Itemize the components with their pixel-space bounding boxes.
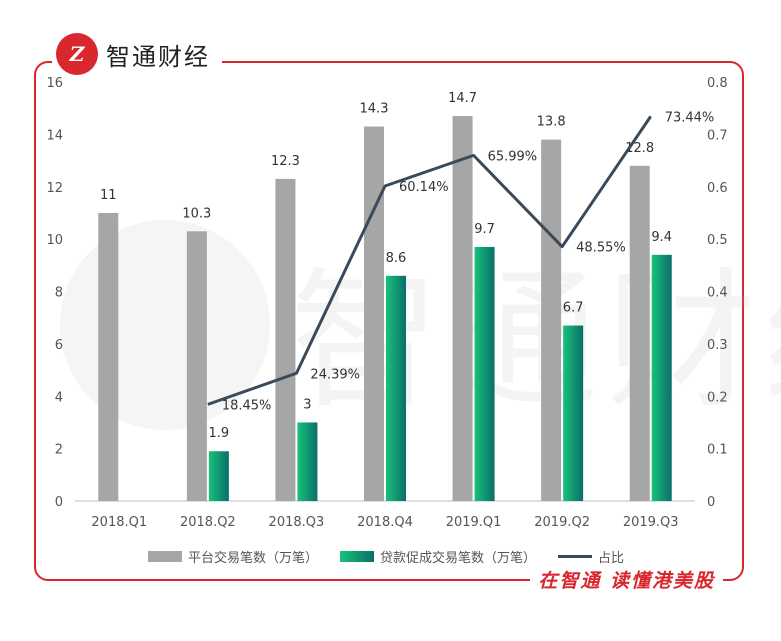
x-tick-label: 2018.Q1 xyxy=(91,515,147,530)
brand-logo-icon: Z xyxy=(56,33,98,75)
bar-loan-label: 9.7 xyxy=(474,222,495,237)
legend-swatch-gray xyxy=(148,551,182,562)
ratio-point-label: 73.44% xyxy=(665,110,715,125)
x-tick-label: 2019.Q3 xyxy=(623,515,679,530)
x-tick-label: 2018.Q2 xyxy=(180,515,236,530)
legend-item-loan: 贷款促成交易笔数（万笔） xyxy=(340,547,536,566)
y-right-tick-label: 0.2 xyxy=(707,390,728,405)
y-right-tick-label: 0.7 xyxy=(707,128,728,143)
bar-platform xyxy=(629,165,650,502)
bar-loan xyxy=(297,422,318,501)
legend-swatch-line xyxy=(558,555,593,558)
y-right-tick-label: 0 xyxy=(707,495,715,510)
ratio-point-label: 65.99% xyxy=(488,149,538,164)
bar-loan xyxy=(386,275,406,501)
bar-platform-label: 10.3 xyxy=(182,206,211,221)
x-tick-label: 2018.Q4 xyxy=(357,515,413,530)
bar-platform xyxy=(364,126,384,502)
brand-header: Z 智通财经 xyxy=(52,30,222,78)
x-tick-label: 2019.Q1 xyxy=(446,515,502,530)
bar-platform-label: 13.8 xyxy=(537,115,566,130)
legend-label-platform: 平台交易笔数（万笔） xyxy=(188,551,319,566)
y-right-tick-label: 0.1 xyxy=(707,443,728,458)
y-left-tick-label: 14 xyxy=(46,128,63,143)
ratio-point-label: 24.39% xyxy=(310,367,360,382)
ratio-point-label: 18.45% xyxy=(222,398,272,413)
y-left-tick-label: 12 xyxy=(46,181,63,196)
y-left-tick-label: 0 xyxy=(55,495,63,510)
bar-platform xyxy=(275,178,296,502)
brand-name: 智通财经 xyxy=(106,42,210,71)
x-tick-label: 2018.Q3 xyxy=(269,515,325,530)
legend-item-ratio: 占比 xyxy=(558,547,624,566)
y-right-tick-label: 0.3 xyxy=(707,338,728,353)
ratio-point-label: 48.55% xyxy=(576,241,626,256)
bar-platform-label: 14.3 xyxy=(360,102,389,117)
legend-item-platform: 平台交易笔数（万笔） xyxy=(148,547,318,566)
bar-loan xyxy=(474,246,495,501)
y-left-tick-label: 16 xyxy=(46,76,63,91)
x-tick-label: 2019.Q2 xyxy=(534,515,590,530)
y-left-tick-label: 2 xyxy=(55,443,63,458)
bar-loan-label: 9.4 xyxy=(651,230,672,245)
y-left-tick-label: 4 xyxy=(55,390,63,405)
bar-platform xyxy=(98,212,119,501)
y-left-tick-label: 10 xyxy=(46,233,63,248)
ratio-point-label: 60.14% xyxy=(399,180,449,195)
bar-loan-label: 6.7 xyxy=(563,301,584,316)
brand-slogan: 在智通 读懂港美股 xyxy=(530,566,723,593)
bar-loan-label: 3 xyxy=(303,397,311,412)
y-right-tick-label: 0.8 xyxy=(707,76,728,91)
bar-loan-label: 8.6 xyxy=(386,251,407,266)
bar-platform xyxy=(541,139,562,502)
bar-platform xyxy=(452,116,473,501)
bar-platform-label: 14.7 xyxy=(448,91,477,106)
y-left-tick-label: 8 xyxy=(55,286,63,301)
bar-loan xyxy=(208,451,229,501)
legend-label-ratio: 占比 xyxy=(598,551,625,566)
chart-legend: 平台交易笔数（万笔） 贷款促成交易笔数（万笔） 占比 xyxy=(148,547,646,566)
bar-loan-label: 1.9 xyxy=(209,426,230,441)
y-right-tick-label: 0.5 xyxy=(707,233,728,248)
bar-platform xyxy=(186,231,207,502)
y-right-tick-label: 0.6 xyxy=(707,181,728,196)
bar-loan xyxy=(563,325,584,501)
chart-frame xyxy=(34,61,744,581)
legend-label-loan: 贷款促成交易笔数（万笔） xyxy=(380,551,537,566)
bar-loan xyxy=(651,254,672,501)
y-left-tick-label: 6 xyxy=(55,338,63,353)
y-right-tick-label: 0.4 xyxy=(707,286,728,301)
bar-platform-label: 11 xyxy=(100,188,117,203)
legend-swatch-green xyxy=(340,551,375,562)
ratio-line xyxy=(207,115,652,406)
bar-platform-label: 12.3 xyxy=(271,154,300,169)
